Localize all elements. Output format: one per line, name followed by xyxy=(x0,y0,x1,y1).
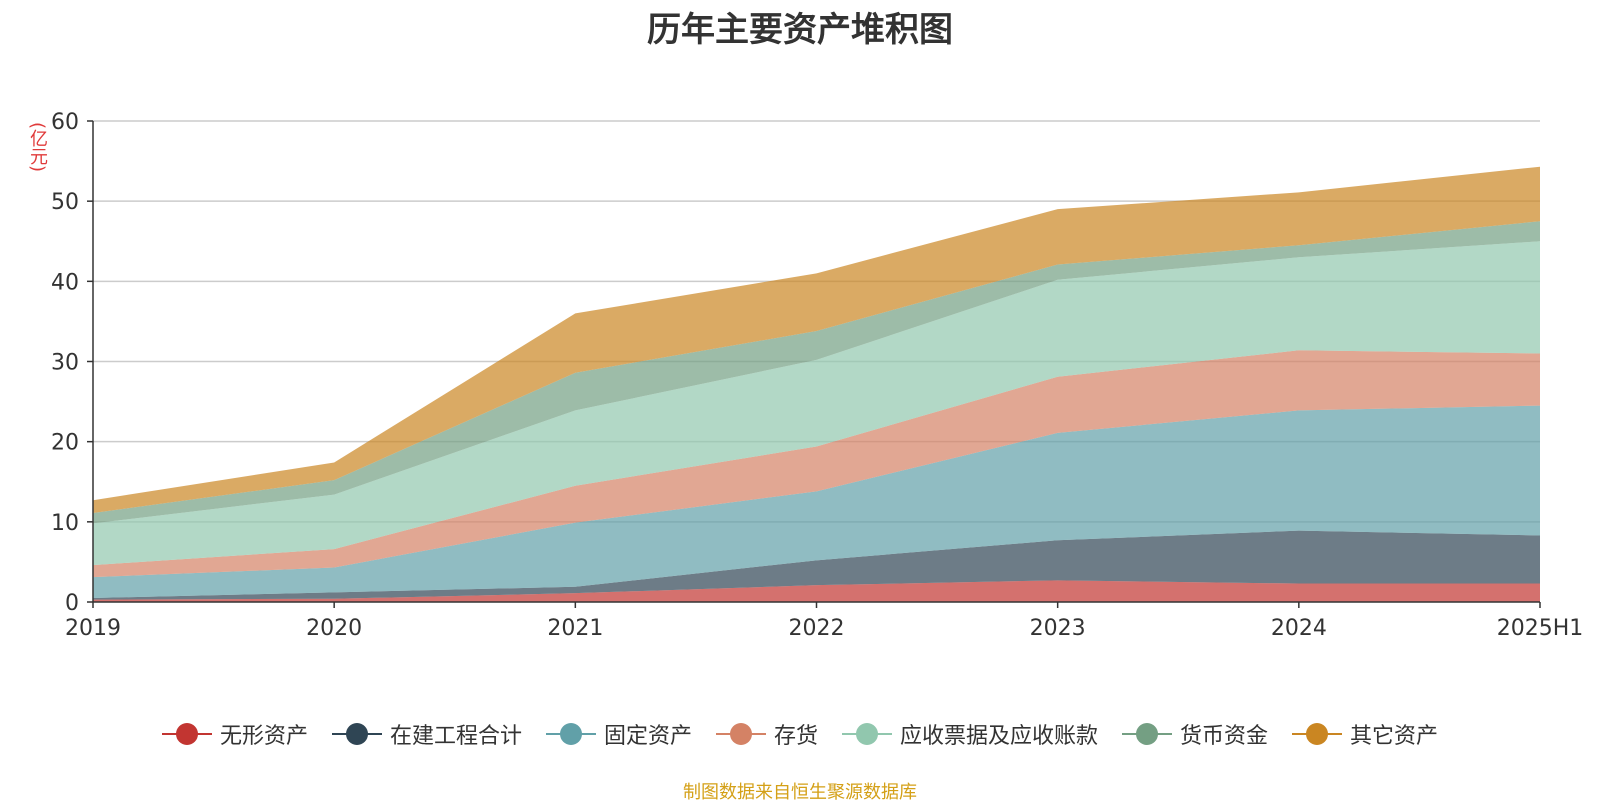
x-tick-label: 2024 xyxy=(1271,616,1327,641)
y-axis-unit-label: (亿元) xyxy=(27,122,48,173)
chart-title: 历年主要资产堆积图 xyxy=(647,10,953,50)
series-area-货币资金 xyxy=(93,221,1540,524)
legend-item[interactable]: 货币资金 xyxy=(1122,718,1268,750)
legend-swatch-icon xyxy=(1292,722,1343,746)
legend-item[interactable]: 存货 xyxy=(715,718,818,750)
x-tick-label: 2021 xyxy=(547,616,603,641)
y-tick-label: 10 xyxy=(51,511,79,536)
legend-swatch-icon xyxy=(842,722,892,746)
legend-item[interactable]: 无形资产 xyxy=(161,718,308,750)
legend: 无形资产 在建工程合计 固定资产 存货 应收票据及应收账款 货币资金 其它资产 xyxy=(0,718,1600,750)
y-tick-label: 60 xyxy=(51,110,79,135)
y-tick-label: 30 xyxy=(51,351,79,376)
axes: 0 10 20 30 40 50 60 2019 2020 2021 2022 2023 2024 202… xyxy=(51,110,1583,641)
legend-swatch-icon xyxy=(1122,722,1173,746)
legend-dot-icon xyxy=(345,723,368,745)
legend-dot-icon xyxy=(1136,723,1159,745)
legend-item[interactable]: 应收票据及应收账款 xyxy=(842,718,1098,750)
legend-label: 固定资产 xyxy=(603,724,692,749)
legend-label: 无形资产 xyxy=(219,724,308,749)
x-tick-label: 2022 xyxy=(789,616,845,641)
legend-item[interactable]: 固定资产 xyxy=(545,718,692,750)
x-tick-label: 2023 xyxy=(1030,616,1086,641)
y-tick-label: 0 xyxy=(65,591,79,616)
legend-swatch-icon xyxy=(715,722,766,746)
legend-dot-icon xyxy=(729,723,752,745)
y-tick-label: 20 xyxy=(51,431,79,456)
y-tick-label: 40 xyxy=(51,270,79,295)
legend-label: 货币资金 xyxy=(1180,724,1269,749)
legend-dot-icon xyxy=(1306,723,1329,745)
series-area-无形资产 xyxy=(93,580,1540,602)
series-area-存货 xyxy=(93,350,1540,578)
legend-swatch-icon xyxy=(161,722,212,746)
series-area-应收票据及应收账款 xyxy=(93,241,1540,566)
legend-swatch-icon xyxy=(331,722,382,746)
stacked-area-chart: 0 10 20 30 40 50 60 2019 2020 2021 2022 2023 2024 202… xyxy=(51,110,1583,641)
legend-dot-icon xyxy=(559,723,582,745)
legend-item[interactable]: 其它资产 xyxy=(1292,718,1438,750)
x-tick-label: 2025H1 xyxy=(1497,616,1584,641)
legend-dot-icon xyxy=(175,723,198,745)
legend-swatch-icon xyxy=(545,722,596,746)
legend-label: 在建工程合计 xyxy=(389,724,522,749)
legend-label: 应收票据及应收账款 xyxy=(900,724,1099,749)
series-areas xyxy=(93,166,1540,602)
legend-label: 其它资产 xyxy=(1350,724,1439,749)
series-area-固定资产 xyxy=(93,405,1540,598)
legend-item[interactable]: 在建工程合计 xyxy=(331,718,522,750)
legend-label: 存货 xyxy=(773,724,818,749)
series-area-在建工程合计 xyxy=(93,530,1540,600)
y-tick-label: 50 xyxy=(51,190,79,215)
x-tick-label: 2019 xyxy=(65,616,121,641)
legend-dot-icon xyxy=(856,723,878,745)
data-source-note: 制图数据来自恒生聚源数据库 xyxy=(683,782,917,803)
x-tick-label: 2020 xyxy=(306,616,362,641)
series-area-其它资产 xyxy=(93,166,1540,514)
